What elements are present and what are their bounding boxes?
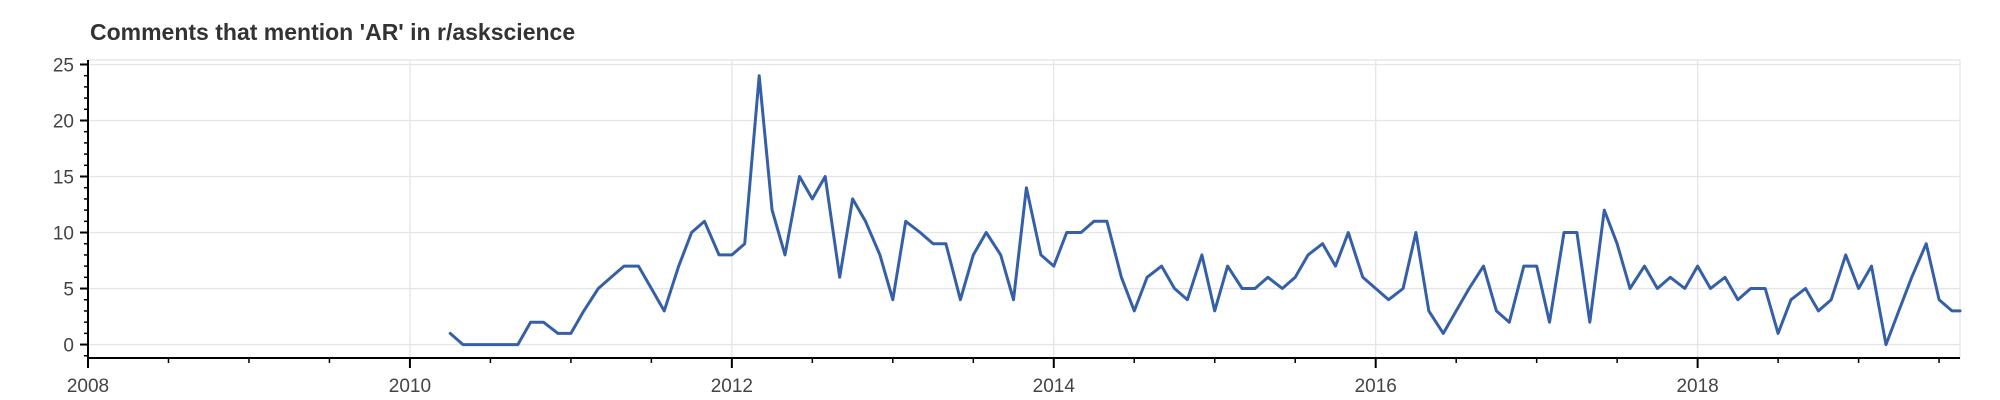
x-tick-label: 2018 <box>1676 376 1718 397</box>
y-tick-label: 20 <box>53 111 74 132</box>
x-tick-label: 2008 <box>67 376 109 397</box>
y-tick-label: 25 <box>53 55 74 76</box>
x-tick-label: 2012 <box>711 376 753 397</box>
plot-area: 0 5 10 15 20 25 2008 2010 2012 2014 2016 2018 <box>53 55 1962 397</box>
series-line <box>448 74 1962 347</box>
x-tick-label: 2014 <box>1033 376 1076 397</box>
y-tick-label: 15 <box>53 168 74 189</box>
x-tick-label: 2010 <box>389 376 431 397</box>
x-tick-label: 2016 <box>1355 376 1397 397</box>
y-tick-label: 10 <box>53 224 74 245</box>
y-tick-label: 0 <box>63 336 74 357</box>
chart-title: Comments that mention 'AR' in r/askscien… <box>90 19 575 45</box>
y-tick-label: 5 <box>63 280 74 301</box>
